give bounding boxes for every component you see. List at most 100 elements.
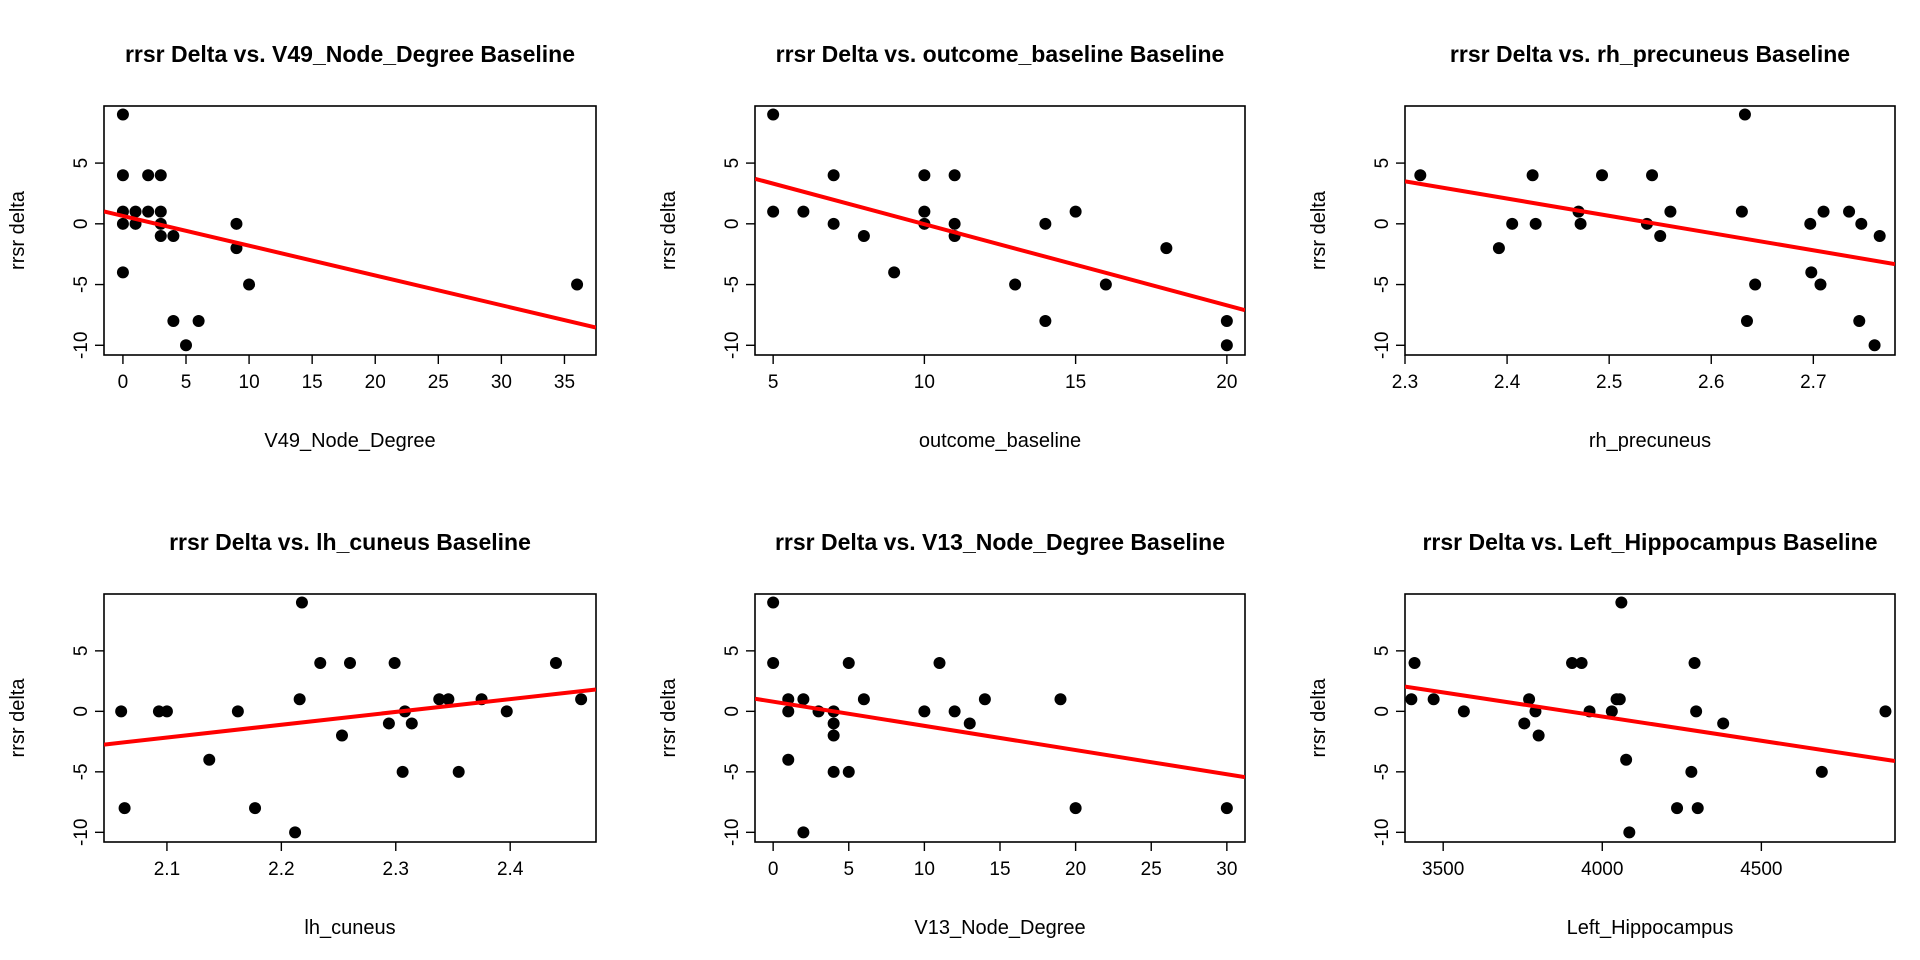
x-tick-label: 15: [302, 372, 323, 393]
x-tick-label: 2.3: [383, 859, 409, 880]
x-tick-label: 30: [1216, 859, 1237, 880]
data-point: [249, 802, 262, 815]
data-point: [1691, 802, 1704, 815]
data-point: [1623, 826, 1636, 839]
x-tick-label: 4500: [1740, 859, 1782, 880]
y-tick-label: -10: [722, 819, 743, 846]
data-point: [1523, 693, 1536, 706]
x-tick-label: 25: [428, 372, 449, 393]
chart-title: rrsr Delta vs. V13_Node_Degree Baseline: [775, 529, 1225, 555]
x-tick-label: 2.2: [268, 859, 294, 880]
y-tick-label: 5: [722, 646, 743, 657]
data-point: [827, 765, 840, 778]
data-point: [1506, 217, 1519, 230]
y-tick-label: -5: [722, 276, 743, 293]
data-point: [1620, 753, 1633, 766]
x-tick-label: 2.6: [1698, 372, 1724, 393]
data-point: [433, 693, 446, 706]
x-tick-label: 15: [1065, 372, 1086, 393]
x-tick-label: 20: [1216, 372, 1237, 393]
data-point: [452, 765, 465, 778]
data-point: [1843, 205, 1856, 218]
data-point: [230, 217, 243, 230]
y-tick-label: 0: [1372, 706, 1393, 717]
data-point: [1646, 169, 1659, 182]
data-point: [1039, 217, 1052, 230]
data-point: [767, 656, 780, 669]
data-point: [1814, 278, 1827, 291]
regression-line: [104, 209, 596, 330]
data-point: [1804, 217, 1817, 230]
x-tick-label: 2.4: [497, 859, 524, 880]
regression-line: [755, 176, 1245, 313]
y-tick-label: 5: [1372, 646, 1393, 657]
data-point: [1805, 266, 1818, 279]
data-point: [963, 717, 976, 730]
x-tick-label: 20: [365, 372, 386, 393]
data-point: [1740, 314, 1753, 327]
y-tick-label: -5: [1372, 763, 1393, 780]
y-tick-label: 0: [71, 219, 92, 230]
x-tick-label: 2.4: [1494, 372, 1521, 393]
data-point: [1596, 169, 1609, 182]
data-point: [167, 314, 180, 327]
y-tick-label: -5: [1372, 276, 1393, 293]
data-point: [767, 108, 780, 121]
data-point: [442, 693, 455, 706]
data-point: [1735, 205, 1748, 218]
data-point: [827, 717, 840, 730]
data-point: [1690, 705, 1703, 718]
y-tick-label: -5: [722, 763, 743, 780]
data-point: [857, 693, 870, 706]
regression-line: [1405, 684, 1895, 764]
y-tick-label: -5: [71, 276, 92, 293]
x-tick-label: 10: [914, 372, 935, 393]
data-point: [129, 205, 142, 218]
data-point: [1220, 339, 1233, 352]
data-point: [1099, 278, 1112, 291]
y-axis-label: rrsr delta: [658, 678, 680, 758]
data-point: [827, 729, 840, 742]
data-point: [1526, 169, 1539, 182]
data-point: [388, 656, 401, 669]
plot-frame: [103, 105, 597, 356]
data-point: [918, 205, 931, 218]
data-point: [1069, 205, 1082, 218]
scatter-panel-5: rrsr Delta vs. V13_Node_Degree Baseline 0…: [658, 529, 1246, 939]
y-axis-label: rrsr delta: [1308, 190, 1330, 270]
data-point: [1671, 802, 1684, 815]
data-point: [1457, 705, 1470, 718]
data-point: [767, 205, 780, 218]
x-tick-label: 3500: [1422, 859, 1464, 880]
x-tick-label: 2.5: [1596, 372, 1622, 393]
data-point: [1054, 693, 1067, 706]
x-tick-label: 2.7: [1800, 372, 1826, 393]
data-point: [827, 217, 840, 230]
data-point: [857, 229, 870, 242]
y-tick-label: -10: [1372, 332, 1393, 359]
data-point: [782, 705, 795, 718]
data-point: [782, 753, 795, 766]
data-point: [1688, 656, 1701, 669]
data-point: [842, 765, 855, 778]
x-tick-label: 30: [491, 372, 512, 393]
regression-line: [755, 696, 1245, 780]
chart-title: rrsr Delta vs. rh_precuneus Baseline: [1450, 41, 1850, 67]
data-point: [154, 229, 167, 242]
y-tick-label: 5: [71, 158, 92, 169]
data-point: [142, 205, 155, 218]
data-point: [396, 765, 409, 778]
data-point: [1405, 693, 1418, 706]
data-point: [1220, 314, 1233, 327]
data-point: [767, 596, 780, 609]
data-point: [1414, 169, 1427, 182]
x-tick-label: 5: [768, 372, 779, 393]
x-axis-label: Left_Hippocampus: [1567, 917, 1734, 939]
data-point: [571, 278, 584, 291]
data-point: [203, 753, 216, 766]
y-tick-label: 0: [722, 219, 743, 230]
chart-title: rrsr Delta vs. lh_cuneus Baseline: [169, 529, 531, 555]
scatter-panel-2: rrsr Delta vs. outcome_baseline Baseline…: [658, 41, 1246, 452]
y-tick-label: 5: [71, 646, 92, 657]
